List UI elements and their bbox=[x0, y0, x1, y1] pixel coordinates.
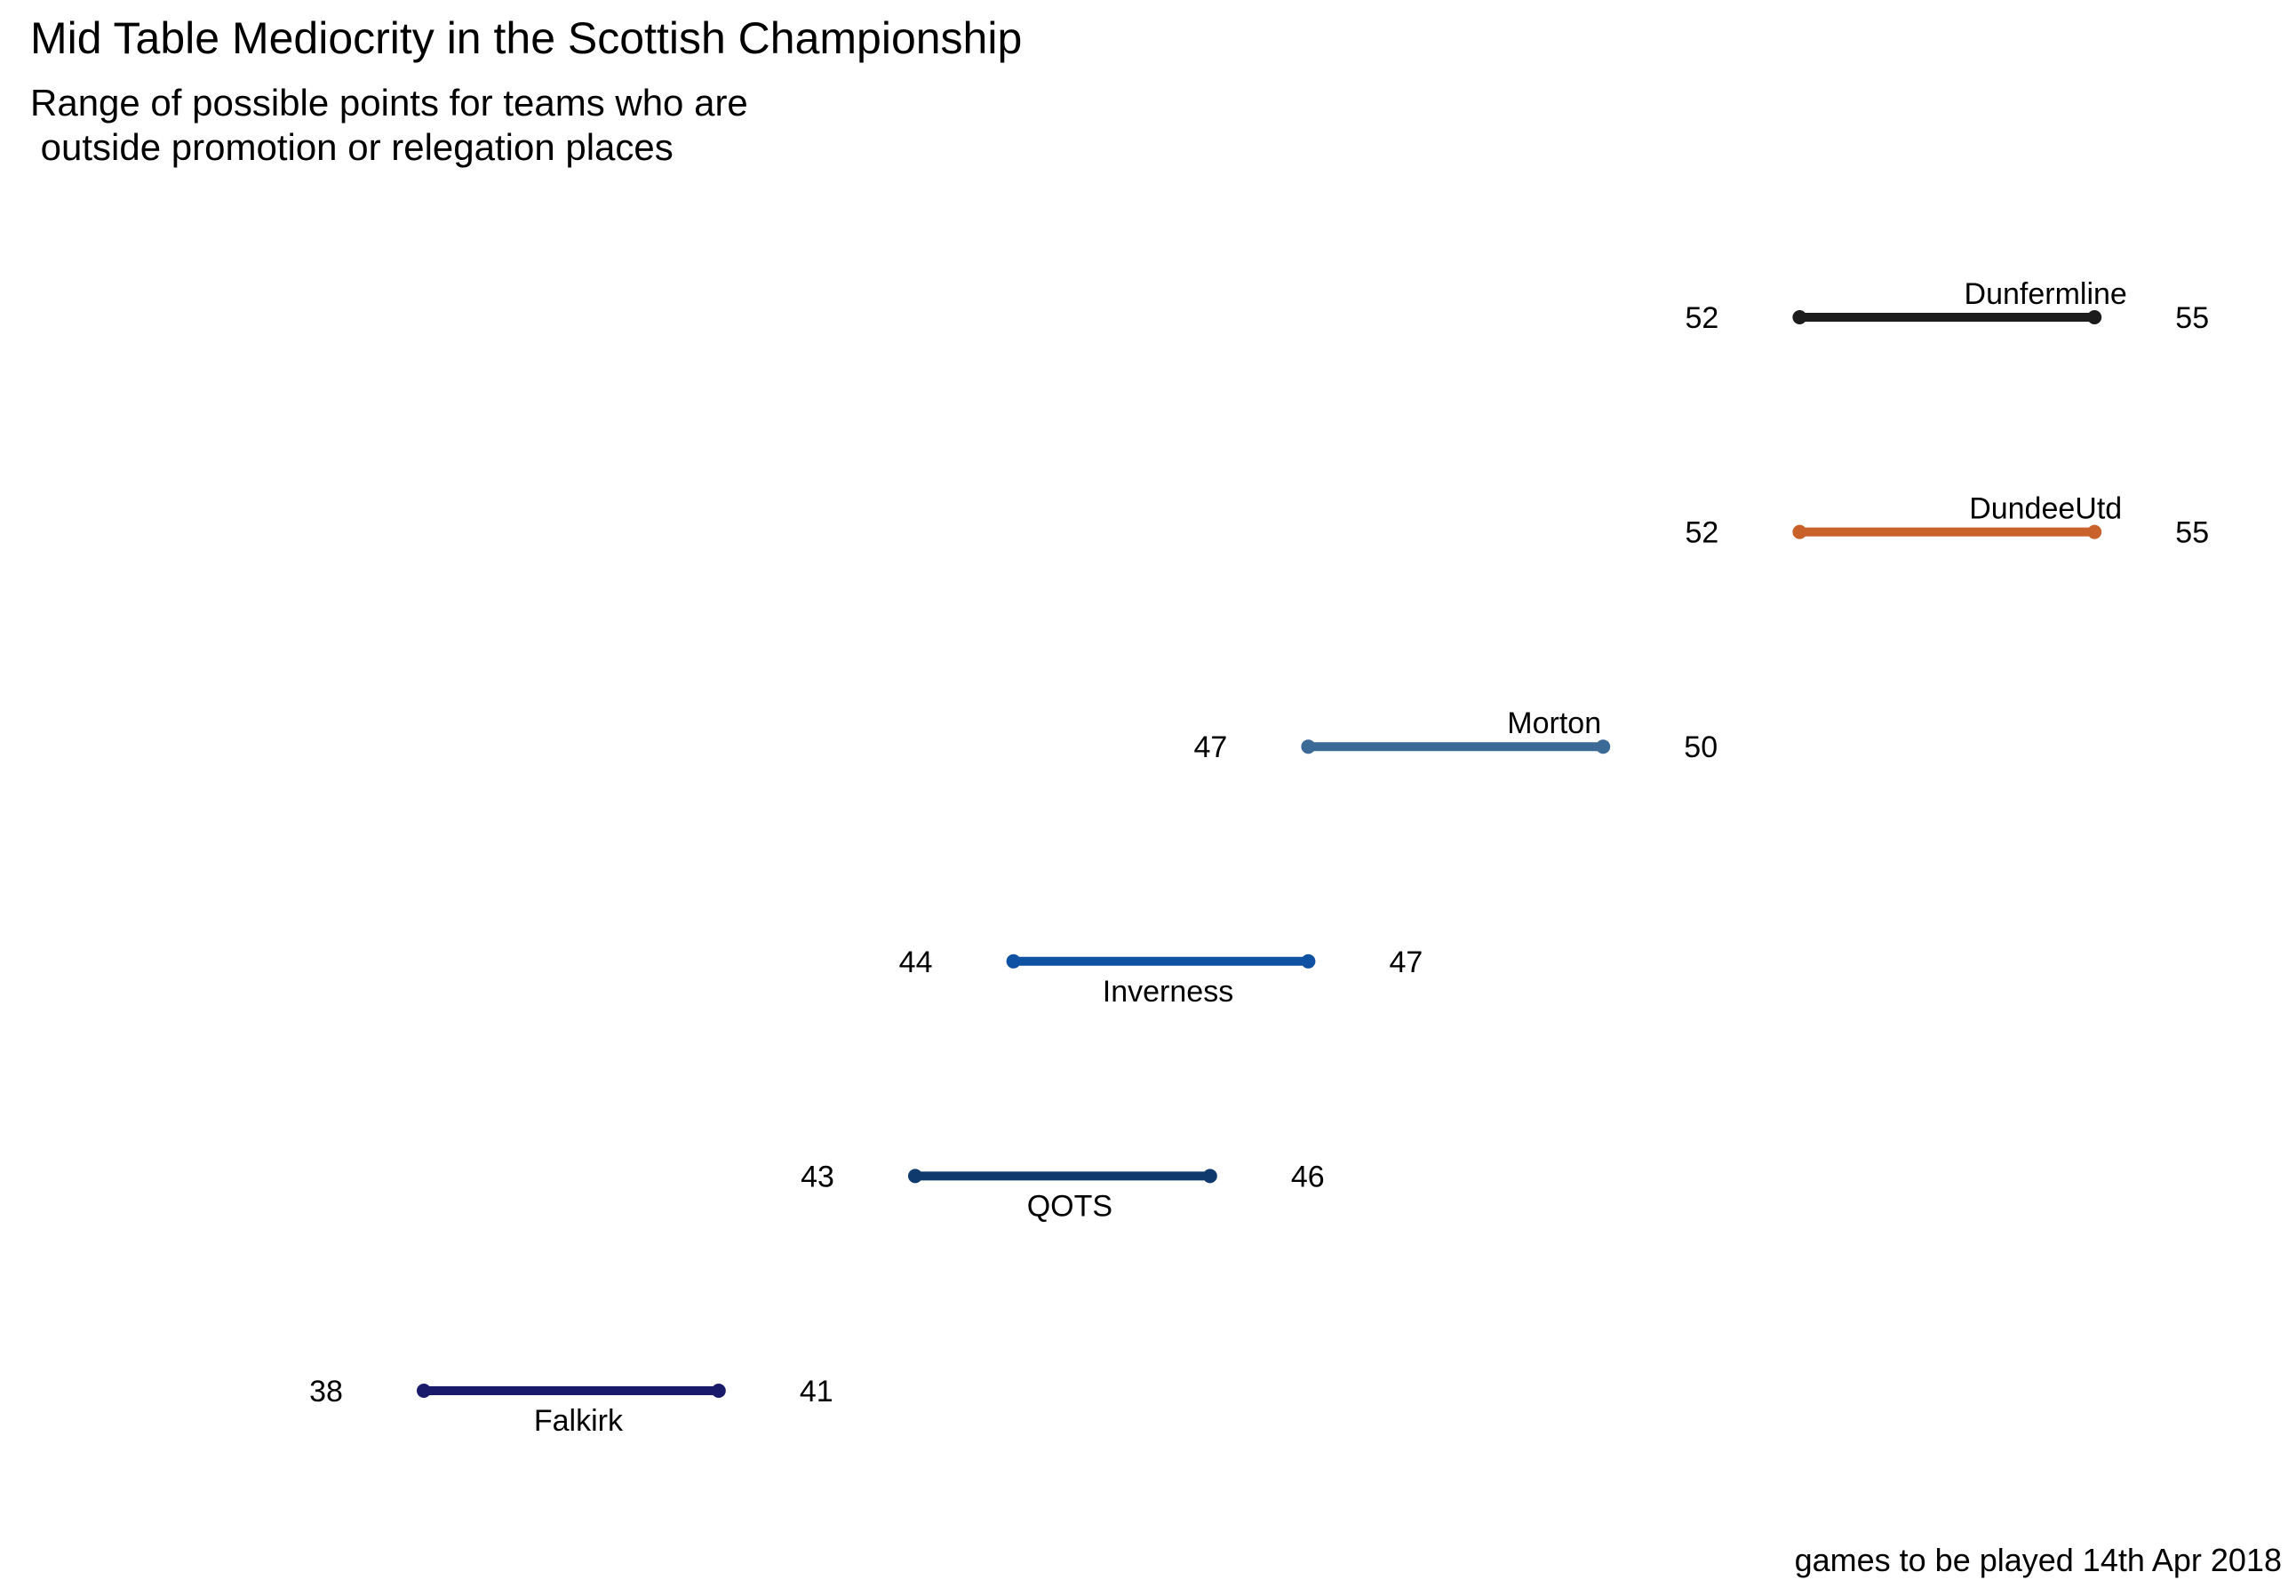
point-min-morton bbox=[1301, 739, 1316, 754]
team-label-dundeeutd: DundeeUtd bbox=[1969, 492, 2122, 526]
value-label-max-dundeeutd: 55 bbox=[2175, 516, 2209, 550]
chart-caption: games to be played 14th Apr 2018 bbox=[1795, 1542, 2282, 1578]
chart-subtitle-line-2: outside promotion or relegation places bbox=[30, 126, 674, 168]
team-label-morton: Morton bbox=[1507, 706, 1601, 740]
point-max-dunfermline bbox=[2087, 310, 2102, 324]
team-label-falkirk: Falkirk bbox=[534, 1404, 624, 1438]
series-qots: 43 46 QOTS bbox=[801, 1160, 1325, 1223]
point-min-qots bbox=[908, 1169, 922, 1184]
point-min-dunfermline bbox=[1792, 310, 1807, 324]
point-max-falkirk bbox=[711, 1384, 726, 1398]
point-min-inverness bbox=[1006, 954, 1021, 969]
team-label-qots: QOTS bbox=[1027, 1189, 1112, 1223]
value-label-max-dunfermline: 55 bbox=[2175, 301, 2209, 335]
value-label-min-dunfermline: 52 bbox=[1685, 301, 1718, 335]
value-label-min-qots: 43 bbox=[801, 1160, 834, 1193]
point-max-morton bbox=[1596, 739, 1611, 754]
value-label-max-falkirk: 41 bbox=[800, 1375, 833, 1408]
value-label-max-inverness: 47 bbox=[1389, 946, 1423, 979]
point-max-dundeeutd bbox=[2087, 524, 2102, 539]
series-dundeeutd: 52 55 DundeeUtd bbox=[1685, 492, 2209, 550]
value-label-max-qots: 46 bbox=[1291, 1160, 1325, 1193]
point-min-falkirk bbox=[417, 1384, 431, 1398]
series-inverness: 44 47 Inverness bbox=[899, 946, 1423, 1009]
value-label-min-dundeeutd: 52 bbox=[1685, 516, 1718, 550]
series-falkirk: 38 41 Falkirk bbox=[309, 1375, 833, 1438]
team-label-inverness: Inverness bbox=[1103, 975, 1233, 1009]
team-label-dunfermline: Dunfermline bbox=[1965, 277, 2127, 311]
chart-marks: 52 55 Dunfermline 52 55 DundeeUtd 47 50 Morton 44… bbox=[309, 277, 2209, 1438]
point-min-dundeeutd bbox=[1792, 524, 1807, 539]
value-label-min-falkirk: 38 bbox=[309, 1375, 343, 1408]
series-morton: 47 50 Morton bbox=[1193, 706, 1718, 764]
value-label-min-morton: 47 bbox=[1193, 730, 1227, 764]
chart-subtitle-line-1: Range of possible points for teams who a… bbox=[30, 82, 748, 124]
value-label-min-inverness: 44 bbox=[899, 946, 933, 979]
point-max-inverness bbox=[1301, 954, 1316, 969]
chart-title: Mid Table Mediocrity in the Scottish Cha… bbox=[30, 13, 1022, 63]
point-max-qots bbox=[1202, 1169, 1217, 1184]
series-dunfermline: 52 55 Dunfermline bbox=[1685, 277, 2209, 335]
value-label-max-morton: 50 bbox=[1684, 730, 1718, 764]
